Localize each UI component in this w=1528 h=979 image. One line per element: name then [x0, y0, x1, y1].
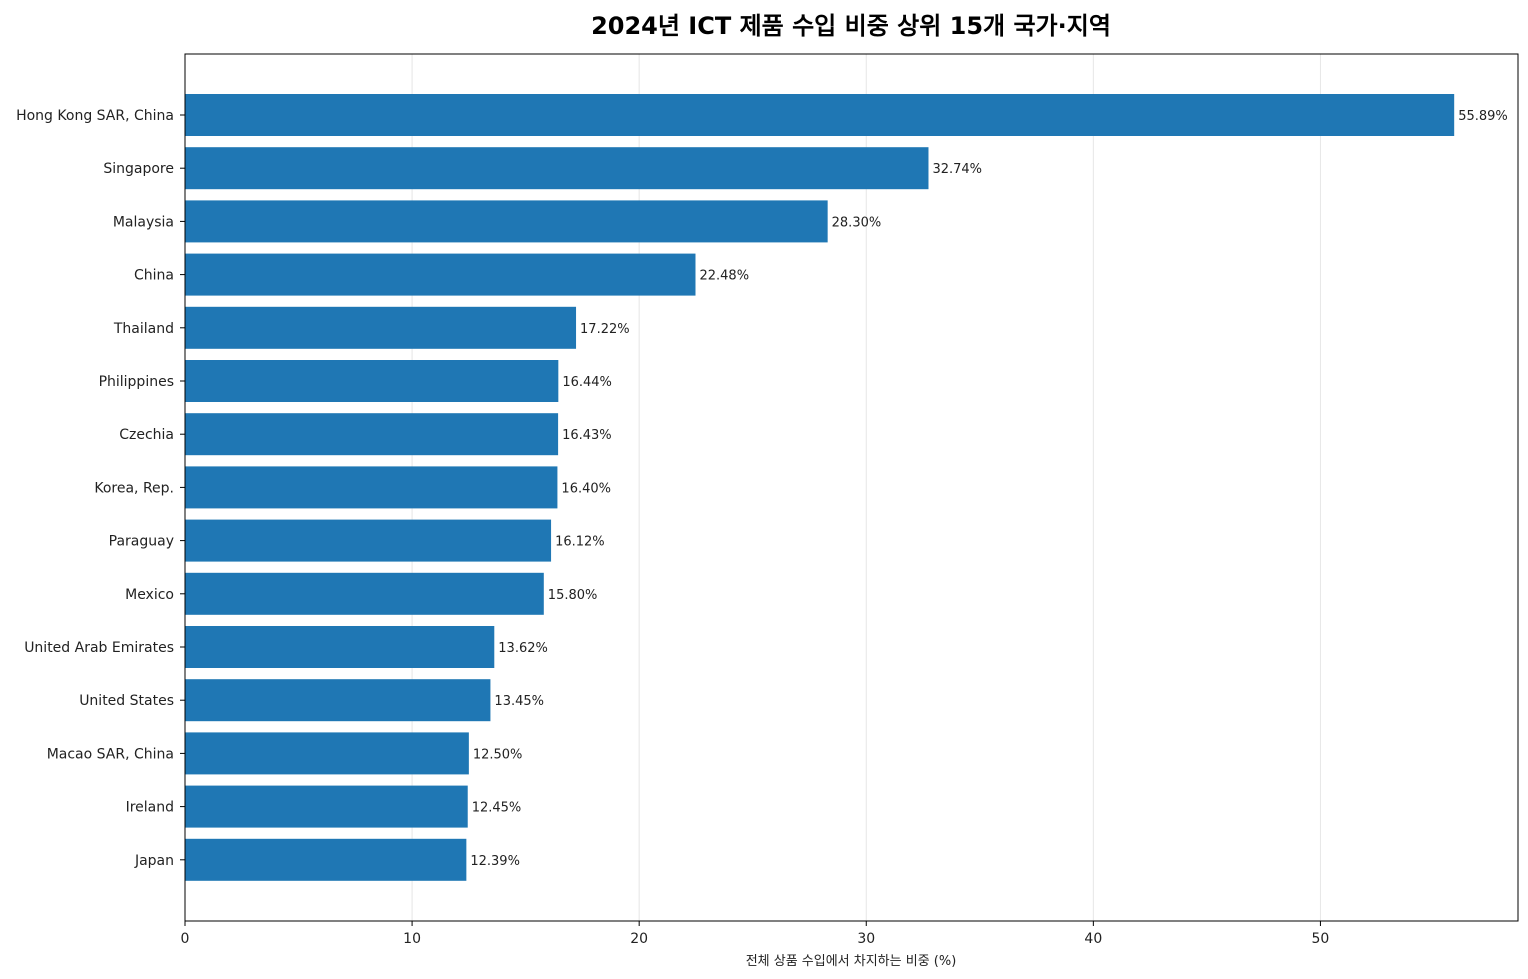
- data-label: 28.30%: [832, 215, 882, 230]
- bar-paraguay: [185, 519, 552, 562]
- bar-thailand: [185, 306, 577, 349]
- bar-czechia: [185, 413, 559, 456]
- data-label: 13.45%: [494, 694, 544, 709]
- category-label: United States: [79, 693, 174, 709]
- category-label: Paraguay: [109, 534, 174, 550]
- grid-lines: [411, 54, 1321, 921]
- data-label: 16.12%: [555, 535, 605, 550]
- category-label: Philippines: [99, 374, 174, 390]
- category-label: Czechia: [119, 427, 174, 443]
- category-label: Singapore: [103, 161, 174, 177]
- bar-united-arab-emirates: [185, 626, 495, 668]
- bar-mexico: [185, 572, 544, 615]
- bar-ireland: [185, 785, 468, 828]
- bar-china: [185, 253, 696, 296]
- data-label: 32.74%: [932, 162, 982, 177]
- category-label: Thailand: [113, 321, 174, 337]
- data-label: 15.80%: [548, 588, 598, 603]
- bar-hong-kong-sar-china: [185, 94, 1455, 136]
- y-axis-categories: Hong Kong SAR, China Singapore Malaysia Chi…: [16, 108, 185, 869]
- data-label: 17.22%: [580, 322, 630, 337]
- bar-singapore: [185, 147, 929, 190]
- category-label: Korea, Rep.: [94, 480, 174, 496]
- data-label: 12.39%: [470, 854, 520, 869]
- data-label: 16.44%: [562, 375, 612, 390]
- chart-title: 2024년 ICT 제품 수입 비중 상위 15개 국가·지역: [591, 12, 1111, 40]
- bar-macao-sar-china: [185, 732, 469, 775]
- bars: 55.89% 32.74% 28.30% 22.48% 17.22% 16.44% 16.4…: [185, 94, 1508, 881]
- data-label: 12.50%: [473, 747, 523, 762]
- category-label: Ireland: [126, 800, 174, 816]
- data-label: 55.89%: [1458, 109, 1508, 124]
- category-label: China: [134, 268, 174, 284]
- x-tick-label: 50: [1312, 931, 1330, 947]
- x-tick-label: 40: [1084, 931, 1102, 947]
- data-label: 22.48%: [699, 269, 749, 284]
- bar-philippines: [185, 360, 559, 402]
- category-label: Mexico: [125, 587, 174, 603]
- category-label: Hong Kong SAR, China: [16, 108, 174, 124]
- data-label: 16.40%: [561, 481, 611, 496]
- x-tick-label: 0: [181, 931, 190, 947]
- category-label: Malaysia: [113, 214, 174, 230]
- category-label: United Arab Emirates: [24, 640, 174, 656]
- x-axis-label: 전체 상품 수입에서 차지하는 비중 (%): [746, 954, 957, 969]
- x-tick-label: 30: [857, 931, 875, 947]
- bar-united-states: [185, 679, 491, 722]
- category-label: Japan: [134, 853, 174, 869]
- x-tick-label: 10: [403, 931, 421, 947]
- x-axis-ticks: 0 10 20 30 40 50: [181, 921, 1330, 947]
- category-label: Macao SAR, China: [47, 746, 174, 762]
- data-label: 12.45%: [472, 801, 522, 816]
- data-label: 13.62%: [498, 641, 548, 656]
- data-label: 16.43%: [562, 428, 612, 443]
- bar-japan: [185, 838, 467, 881]
- x-tick-label: 20: [630, 931, 648, 947]
- bar-malaysia: [185, 200, 828, 243]
- bar-korea-rep: [185, 466, 558, 509]
